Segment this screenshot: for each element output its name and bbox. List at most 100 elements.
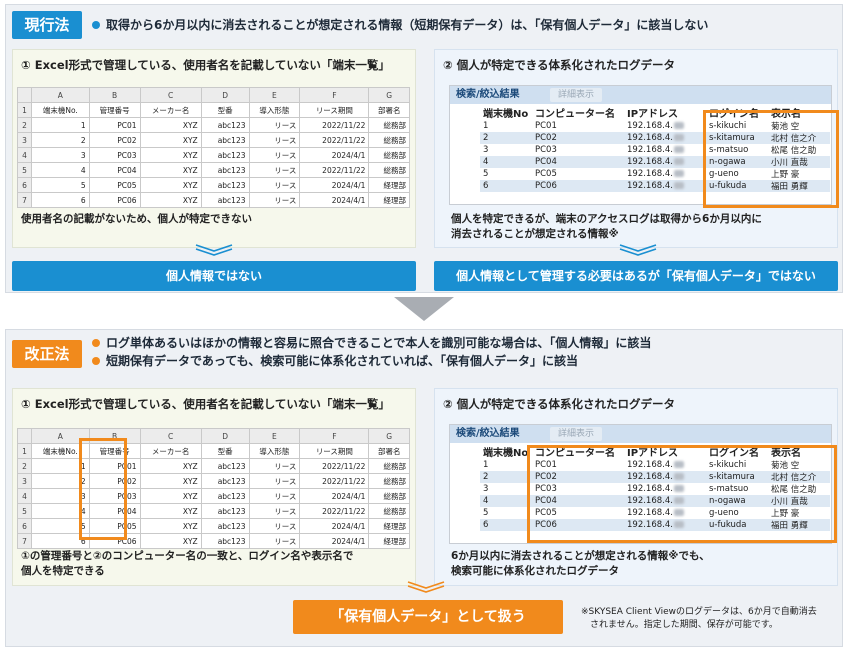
table-row: 3 2 PC02 XYZ abc123 リース 2022/11/22 総務部 — [17, 473, 410, 489]
row-number: 7 — [17, 533, 32, 549]
not-personal-info-result: 個人情報ではない — [12, 261, 416, 291]
table-cell: s-kitamura — [706, 132, 768, 144]
current-law-section: 現行法 取得から6か月以内に消去されることが想定される情報（短期保有データ）は、… — [5, 4, 843, 293]
table-cell: PC04 — [532, 495, 624, 507]
table-cell: XYZ — [139, 458, 202, 474]
table-cell: abc123 — [200, 192, 250, 208]
column-header: コンピューター名 — [535, 108, 615, 120]
table-row: 1 PC01 192.168.4. s-kikuchi 菊池 空 — [480, 459, 830, 471]
top-log-note: 個人を特定できるが、端末のアクセスログは取得から6か月以内に 消去されることが想… — [451, 213, 762, 240]
table-cell: s-kitamura — [706, 471, 768, 483]
table-cell: 192.168.4. — [624, 144, 706, 156]
table-cell: 1 — [31, 458, 90, 474]
row-number: 4 — [17, 488, 32, 504]
table-cell: 2024/4/1 — [299, 192, 370, 208]
column-header: 表示名 — [771, 108, 801, 120]
table-cell: 2024/4/1 — [299, 488, 370, 504]
table-cell: n-ogawa — [706, 156, 768, 168]
column-letter: A — [31, 428, 90, 444]
table-row: 7 6 PC06 XYZ abc123 リース 2024/4/1 経理部 — [17, 533, 410, 549]
log-header-row: 端末機No コンピューター名 IPアドレス ログイン名 表示名 — [480, 443, 830, 459]
table-cell: 経理部 — [368, 518, 410, 534]
table-row: 3 PC03 192.168.4. s-matsuo 松尾 信之助 — [480, 144, 830, 156]
table-cell: abc123 — [200, 473, 250, 489]
row-number: 1 — [17, 443, 32, 459]
column-header: IPアドレス — [627, 108, 679, 120]
table-cell: 松尾 信之助 — [771, 146, 817, 156]
bottom-log-note: 6か月以内に消去されることが想定される情報※でも、 検索可能に体系化されたログデ… — [451, 550, 710, 577]
table-cell: XYZ — [139, 192, 202, 208]
table-cell: リース — [248, 458, 301, 474]
column-letter: E — [248, 87, 301, 103]
column-letter: A — [31, 87, 90, 103]
table-cell: 総務部 — [368, 473, 410, 489]
column-letter: F — [299, 428, 370, 444]
redacted-ip-icon — [673, 170, 684, 177]
table-cell: 2022/11/22 — [299, 132, 370, 148]
row-number: 1 — [17, 102, 32, 118]
table-cell: 2 — [480, 132, 532, 144]
redacted-ip-icon — [673, 122, 684, 129]
table-cell: u-fukuda — [706, 180, 768, 192]
redacted-ip-icon — [673, 521, 684, 528]
top-excel-table: A B C D E F G 1 端末機No. 管理番号 メーカー名 型番 導入形態 リース期間 部署名 2 1 P… — [17, 87, 410, 208]
table-cell: 192.168.4. — [624, 495, 706, 507]
table-cell: 192.168.4. — [624, 120, 706, 132]
table-cell: abc123 — [200, 458, 250, 474]
column-header: 部署名 — [368, 443, 410, 459]
table-cell: 経理部 — [368, 533, 410, 549]
table-cell: 上野 豪 — [771, 170, 800, 180]
table-cell: 1 — [31, 117, 90, 133]
table-row: 2 PC02 192.168.4. s-kitamura 北村 信之介 — [480, 132, 830, 144]
table-cell: XYZ — [139, 503, 202, 519]
detail-view-button[interactable]: 詳細表示 — [550, 88, 603, 102]
table-cell: リース — [248, 147, 301, 163]
table-cell: 192.168.4. — [624, 168, 706, 180]
column-letter — [17, 87, 32, 103]
bottom-log-table: 端末機No コンピューター名 IPアドレス ログイン名 表示名 1 PC01 192.168.… — [480, 443, 830, 531]
table-cell: 192.168.4. — [624, 132, 706, 144]
column-header: ログイン名 — [709, 108, 759, 120]
column-header: 表示名 — [771, 447, 801, 459]
table-row: 4 PC04 192.168.4. n-ogawa 小川 直哉 — [480, 156, 830, 168]
table-cell: PC01 — [535, 121, 557, 131]
table-cell: リース — [248, 177, 301, 193]
table-cell: 6 — [31, 533, 90, 549]
row-number: 5 — [17, 503, 32, 519]
detail-view-button[interactable]: 詳細表示 — [550, 427, 603, 441]
footnote: ※SKYSEA Client Viewのログデータは、6か月で自動消去 されませ… — [581, 607, 817, 630]
table-cell: PC02 — [532, 132, 624, 144]
column-header: メーカー名 — [139, 102, 202, 118]
table-cell: 2022/11/22 — [299, 458, 370, 474]
table-cell: 2022/11/22 — [299, 162, 370, 178]
table-cell: 3 — [483, 145, 489, 155]
table-cell: s-kikuchi — [709, 460, 747, 470]
top-excel-title: ① Excel形式で管理している、使用者名を記載していない「端末一覧」 — [21, 58, 390, 72]
down-chevron-icon — [407, 581, 445, 593]
table-cell: 192.168.4. — [624, 471, 706, 483]
column-header: 端末機No. — [31, 443, 90, 459]
table-cell: 6 — [31, 192, 90, 208]
down-chevron-icon — [195, 244, 233, 256]
table-cell: XYZ — [139, 518, 202, 534]
table-row: 5 4 PC04 XYZ abc123 リース 2022/11/22 総務部 — [17, 503, 410, 519]
table-cell: PC04 — [88, 503, 141, 519]
table-cell: PC05 — [535, 169, 557, 179]
table-cell: 松尾 信之助 — [771, 485, 817, 495]
column-header: IPアドレス — [627, 447, 679, 459]
column-header: 管理番号 — [88, 102, 141, 118]
table-row: 2 1 PC01 XYZ abc123 リース 2022/11/22 総務部 — [17, 458, 410, 474]
bottom-log-window: 検索/絞込結果 詳細表示 端末機No コンピューター名 IPアドレス ログイン名 表示名… — [449, 424, 832, 544]
table-cell: 菊池 空 — [771, 122, 800, 132]
column-letter: B — [88, 428, 141, 444]
column-header: ログイン名 — [709, 447, 759, 459]
table-cell: PC01 — [88, 458, 141, 474]
table-row: 6 5 PC05 XYZ abc123 リース 2024/4/1 経理部 — [17, 177, 410, 193]
table-cell: 6 — [480, 519, 532, 531]
table-cell: PC03 — [535, 484, 557, 494]
table-cell: 2022/11/22 — [299, 473, 370, 489]
row-number: 2 — [17, 458, 32, 474]
top-excel-note: 使用者名の記載がないため、個人が特定できない — [21, 213, 252, 225]
